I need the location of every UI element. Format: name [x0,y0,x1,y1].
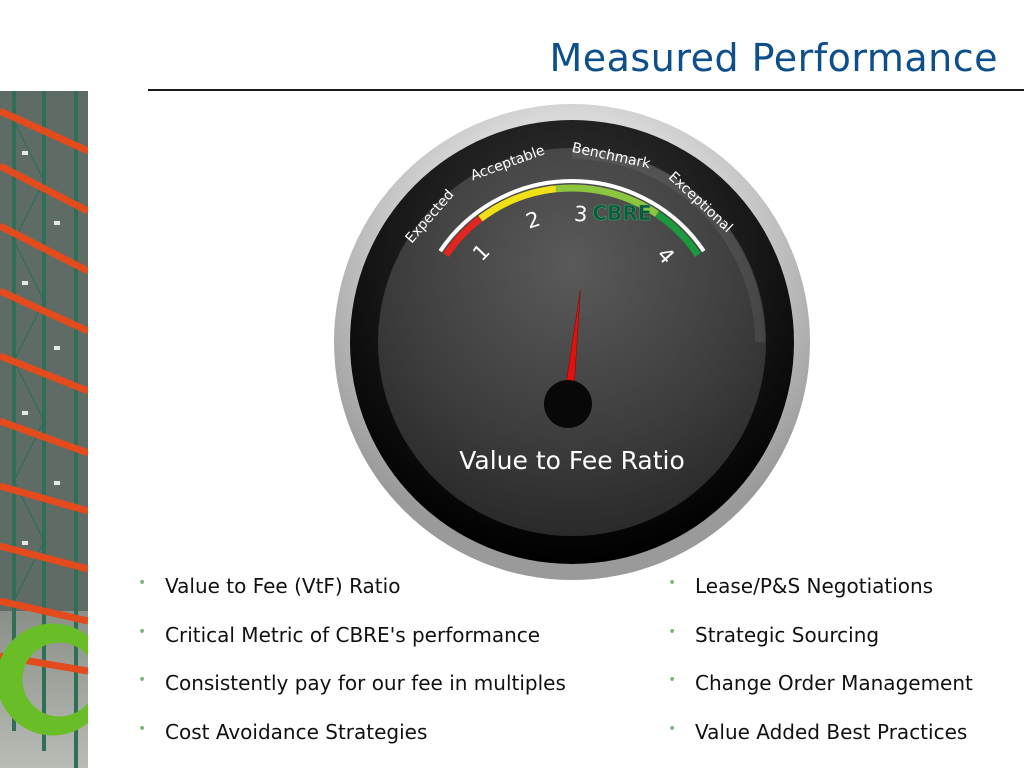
bullet-dot-icon: • [138,720,147,737]
gauge-tick-label: 3 [573,202,588,227]
warehouse-racking-image [0,91,88,768]
needle-hub [544,380,592,428]
bullet-dot-icon: • [668,720,677,737]
bullet-item: • Cost Avoidance Strategies [138,718,566,767]
bullet-dot-icon: • [668,575,677,591]
gauge-zone-expected [443,215,483,258]
slide-title: Measured Performance [549,36,998,80]
gauge-zone-acceptable [478,185,557,222]
bullet-list-right: • Lease/P&S Negotiations • Strategic Sourci… [668,572,973,767]
bullet-text: Lease/P&S Negotiations [695,574,934,598]
bullet-dot-icon: • [138,575,147,591]
bullet-item: • Lease/P&S Negotiations [668,572,973,621]
gauge-face [378,148,766,536]
gauge-zone-benchmark [555,184,659,217]
title-divider [148,89,1024,91]
gauge-zone-exceptional [654,211,701,258]
bullet-item: • Critical Metric of CBRE's performance [138,621,566,670]
bullet-text: Cost Avoidance Strategies [165,719,428,744]
bullet-text: Value to Fee (VtF) Ratio [165,574,401,598]
gauge-label: Value to Fee Ratio [459,446,685,475]
bullet-item: • Value Added Best Practices [668,718,973,767]
bullet-dot-icon: • [138,623,147,640]
bullet-item: • Consistently pay for our fee in multipl… [138,669,566,718]
gauge-scale-outline [438,179,706,253]
bullet-text: Change Order Management [695,671,973,695]
bullet-item: • Strategic Sourcing [668,621,973,670]
cbre-logo: CBRE [593,201,652,225]
bullet-text: Strategic Sourcing [695,622,880,647]
bullet-text: Value Added Best Practices [695,719,968,744]
bullet-dot-icon: • [668,623,677,640]
bullet-text: Consistently pay for our fee in multiple… [165,671,566,695]
bullet-item: • Value to Fee (VtF) Ratio [138,572,566,621]
bullet-text: Critical Metric of CBRE's performance [165,622,541,647]
bullet-item: • Change Order Management [668,669,973,718]
bullet-list-left: • Value to Fee (VtF) Ratio • Critical Metri… [138,572,566,767]
bullet-dot-icon: • [138,672,147,688]
bullet-dot-icon: • [668,672,677,688]
